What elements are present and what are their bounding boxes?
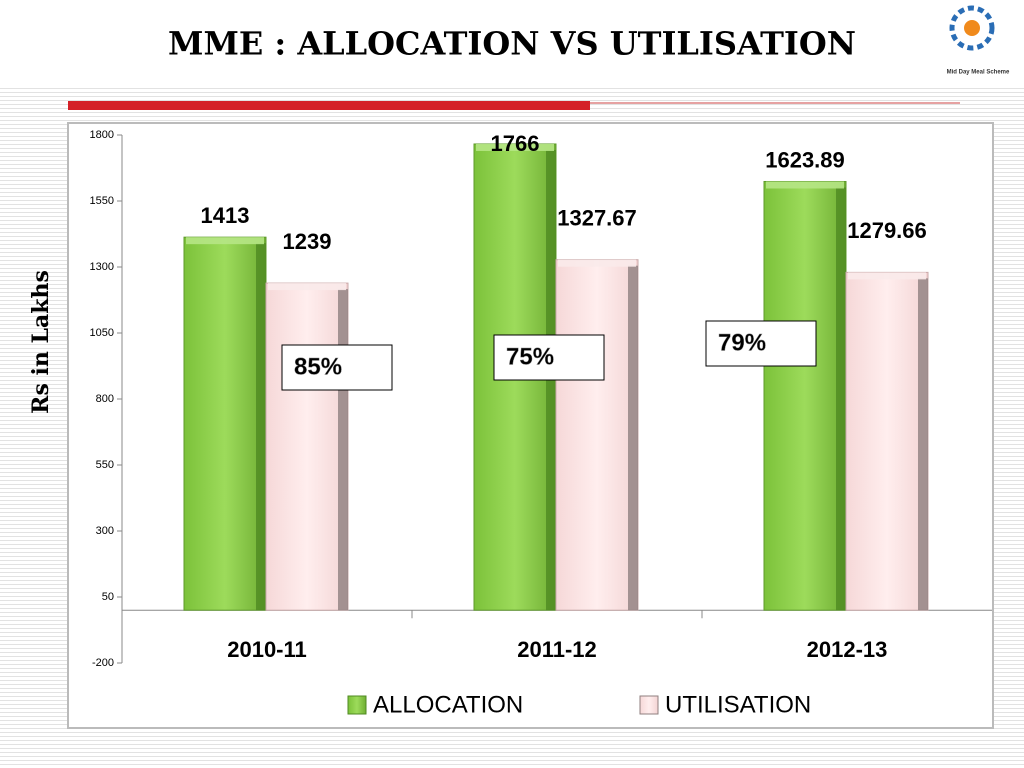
bar xyxy=(183,236,267,611)
bar xyxy=(555,259,639,611)
annotation-box xyxy=(705,320,817,367)
bar-side xyxy=(338,289,348,611)
annotation: 75% xyxy=(506,343,554,370)
y-tick-label: 800 xyxy=(96,393,114,405)
bar-top xyxy=(186,237,264,245)
y-tick-label: 1800 xyxy=(90,129,114,141)
y-tick-label: 1300 xyxy=(90,261,114,273)
y-tick-label: 300 xyxy=(96,525,114,537)
annotation-box xyxy=(493,334,605,381)
legend-swatch xyxy=(639,695,659,715)
y-tick-label: 50 xyxy=(102,591,114,603)
bar-side xyxy=(918,278,928,611)
annotation: 79% xyxy=(718,329,766,356)
y-tick-label: 1550 xyxy=(90,195,114,207)
bar-top xyxy=(558,259,636,267)
x-tick-label: 2011-12 xyxy=(517,637,597,662)
bar-side xyxy=(836,187,846,611)
logo: Mid Day Meal Scheme xyxy=(947,5,1010,76)
data-label: 1766 xyxy=(491,131,540,156)
bar xyxy=(763,180,847,611)
bar-top xyxy=(476,143,554,151)
logo-ring xyxy=(949,5,995,51)
data-label: 1413 xyxy=(201,203,250,228)
y-axis-label: Rs in Lakhs xyxy=(28,270,54,414)
y-tick-label: -200 xyxy=(92,657,114,669)
header-bar xyxy=(68,101,590,110)
bar-side xyxy=(628,265,638,611)
y-tick-label: 550 xyxy=(96,459,114,471)
legend-swatch xyxy=(347,695,367,715)
chart-title: MME : ALLOCATION VS UTILISATION xyxy=(168,25,856,63)
annotation: 85% xyxy=(294,353,342,380)
data-label: 1623.89 xyxy=(765,147,845,172)
x-tick-label: 2012-13 xyxy=(807,637,888,662)
data-label: 1239 xyxy=(283,229,332,254)
logo-center xyxy=(964,20,980,36)
data-label: 1279.66 xyxy=(847,218,927,243)
data-label: 1327.67 xyxy=(557,206,637,231)
annotation-box xyxy=(281,344,393,391)
bar xyxy=(265,282,349,611)
bar xyxy=(845,271,929,611)
bar-side xyxy=(256,243,266,611)
y-tick-label: 1050 xyxy=(90,327,114,339)
x-tick-label: 2010-11 xyxy=(227,637,307,662)
bar-top xyxy=(268,283,346,291)
logo-text: Mid Day Meal Scheme xyxy=(947,70,1010,76)
legend-label: ALLOCATION xyxy=(373,691,523,718)
bar-top xyxy=(766,181,844,189)
bar-top xyxy=(848,272,926,280)
legend-label: UTILISATION xyxy=(665,691,811,718)
